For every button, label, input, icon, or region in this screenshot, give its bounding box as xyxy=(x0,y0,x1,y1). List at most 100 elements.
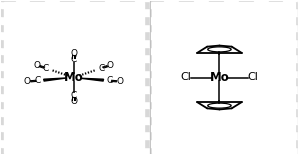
Bar xyxy=(75,139,90,147)
Bar xyxy=(269,108,283,116)
Bar xyxy=(30,16,45,24)
Bar xyxy=(179,101,194,108)
Bar xyxy=(16,147,30,154)
Bar xyxy=(298,8,299,16)
Bar xyxy=(164,139,179,147)
Bar xyxy=(120,131,135,139)
Bar xyxy=(30,124,45,131)
Bar xyxy=(75,8,90,16)
Bar xyxy=(150,0,164,1)
Bar xyxy=(75,85,90,93)
Bar xyxy=(16,116,30,124)
Bar xyxy=(283,78,298,85)
Bar xyxy=(16,47,30,54)
Bar xyxy=(283,1,298,8)
Bar xyxy=(194,70,209,78)
Bar xyxy=(298,108,299,116)
Bar xyxy=(254,62,269,70)
Bar xyxy=(1,39,16,47)
Bar xyxy=(150,147,164,154)
Bar xyxy=(194,16,209,24)
Bar xyxy=(239,124,254,131)
Bar xyxy=(90,31,105,39)
Bar xyxy=(209,116,224,124)
Bar xyxy=(194,147,209,154)
Bar xyxy=(45,47,60,54)
Bar xyxy=(194,139,209,147)
Bar xyxy=(194,101,209,108)
Bar xyxy=(16,24,30,31)
Bar xyxy=(60,139,75,147)
Text: Cl: Cl xyxy=(180,73,191,82)
Bar xyxy=(1,85,16,93)
Bar xyxy=(135,101,150,108)
Bar xyxy=(179,62,194,70)
Bar xyxy=(150,101,164,108)
Bar xyxy=(90,85,105,93)
Bar xyxy=(90,54,105,62)
Bar xyxy=(164,124,179,131)
Bar xyxy=(164,93,179,101)
Bar xyxy=(105,131,120,139)
Text: O: O xyxy=(70,97,77,106)
Bar xyxy=(60,116,75,124)
Bar xyxy=(298,1,299,8)
Bar xyxy=(239,139,254,147)
Bar xyxy=(298,0,299,1)
Bar xyxy=(30,116,45,124)
Bar xyxy=(209,147,224,154)
Bar xyxy=(90,8,105,16)
Bar xyxy=(30,85,45,93)
Bar xyxy=(120,108,135,116)
Bar xyxy=(179,8,194,16)
Bar xyxy=(239,47,254,54)
Bar xyxy=(75,39,90,47)
Bar xyxy=(269,85,283,93)
Bar xyxy=(105,0,120,1)
Bar xyxy=(224,1,239,8)
Bar xyxy=(1,1,16,8)
Polygon shape xyxy=(80,78,103,81)
Bar xyxy=(194,47,209,54)
Bar xyxy=(105,116,120,124)
Bar xyxy=(105,39,120,47)
Text: C: C xyxy=(106,76,112,85)
Bar xyxy=(224,47,239,54)
Bar xyxy=(120,116,135,124)
Bar xyxy=(194,108,209,116)
Bar xyxy=(16,93,30,101)
Bar xyxy=(194,85,209,93)
Bar xyxy=(194,124,209,131)
Bar xyxy=(45,1,60,8)
Bar xyxy=(224,78,239,85)
Bar xyxy=(269,31,283,39)
Bar xyxy=(194,1,209,8)
Bar xyxy=(1,93,16,101)
Bar xyxy=(105,62,120,70)
Bar xyxy=(283,24,298,31)
Bar xyxy=(224,62,239,70)
Bar xyxy=(120,93,135,101)
Bar xyxy=(120,70,135,78)
Bar xyxy=(150,1,164,8)
Bar xyxy=(150,8,164,16)
Bar xyxy=(298,39,299,47)
Bar xyxy=(239,54,254,62)
Bar xyxy=(135,78,150,85)
Bar xyxy=(239,0,254,1)
Bar xyxy=(1,131,16,139)
Bar xyxy=(254,131,269,139)
Bar xyxy=(60,108,75,116)
Bar xyxy=(30,70,45,78)
Bar xyxy=(150,131,164,139)
Bar xyxy=(179,47,194,54)
Bar xyxy=(269,54,283,62)
Bar xyxy=(135,47,150,54)
Bar xyxy=(269,8,283,16)
Bar xyxy=(90,131,105,139)
Text: C: C xyxy=(43,64,49,73)
Bar xyxy=(90,70,105,78)
Bar xyxy=(120,47,135,54)
Bar xyxy=(16,1,30,8)
Bar xyxy=(150,93,164,101)
